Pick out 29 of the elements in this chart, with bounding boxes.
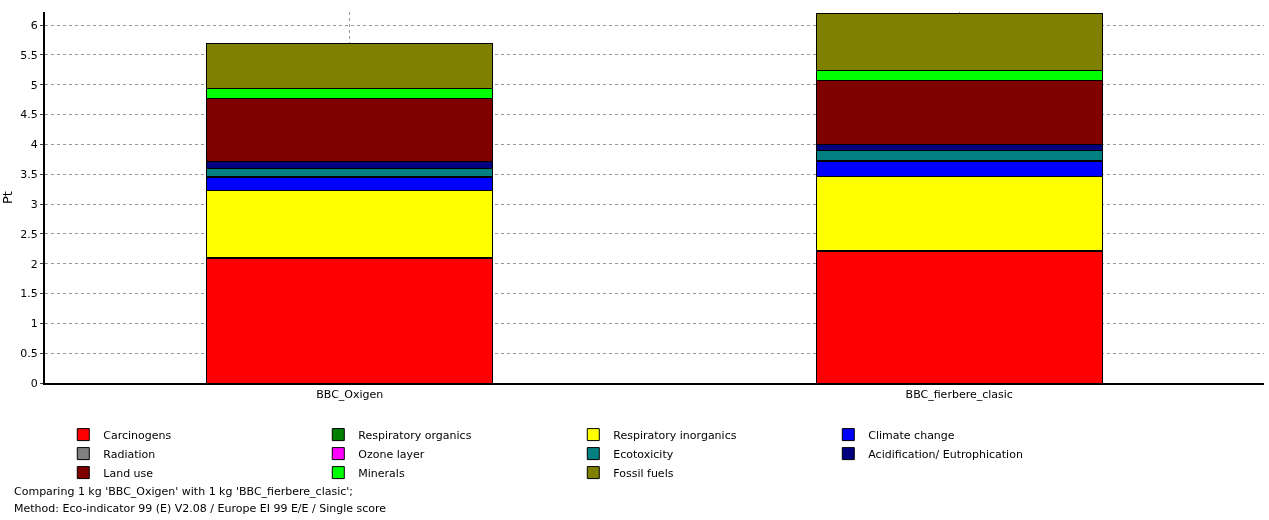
legend-label: Climate change xyxy=(868,428,955,442)
y-tick-label: 0 xyxy=(30,376,38,390)
y-tick-label: 0.5 xyxy=(20,347,38,361)
y-tick-label: 3.5 xyxy=(20,168,38,182)
y-tick-label: 1.5 xyxy=(20,287,38,301)
x-tick-label: BBC_Oxigen xyxy=(316,388,384,402)
legend-label: Respiratory inorganics xyxy=(613,428,737,442)
legend-label: Ozone layer xyxy=(358,447,425,461)
legend-label: Minerals xyxy=(358,466,405,480)
text: Comparing 1 kg 'BBC_Oxigen' with 1 kg 'BBC_fierbere_clasic'; xyxy=(14,485,354,498)
legend-label: Acidification/ Eutrophication xyxy=(868,447,1023,461)
legend-label: Radiation xyxy=(103,447,156,461)
y-tick-label: 6 xyxy=(30,18,38,32)
y-tick-label: 5.5 xyxy=(20,48,38,62)
y-tick-label: 5 xyxy=(30,78,38,92)
y-tick-label: 4.5 xyxy=(20,108,38,122)
y-axis-title: Pt xyxy=(0,191,15,204)
y-tick-label: 3 xyxy=(30,197,38,211)
y-tick-label: 1 xyxy=(30,317,38,331)
y-tick-label: 4 xyxy=(30,138,38,152)
legend-label: Fossil fuels xyxy=(613,466,674,480)
legend-label: Carcinogens xyxy=(103,428,172,442)
y-tick-label: 2 xyxy=(30,257,38,271)
legend-label: Ecotoxicity xyxy=(613,447,674,461)
legend-label: Respiratory organics xyxy=(358,428,472,442)
legend-label: Land use xyxy=(103,466,154,480)
y-tick-label: 2.5 xyxy=(20,227,38,241)
text: Method: Eco-indicator 99 (E) V2.08 / Europe EI 99 E/E / Single score xyxy=(14,502,387,515)
x-tick-label: BBC_fierbere_clasic xyxy=(905,388,1013,402)
